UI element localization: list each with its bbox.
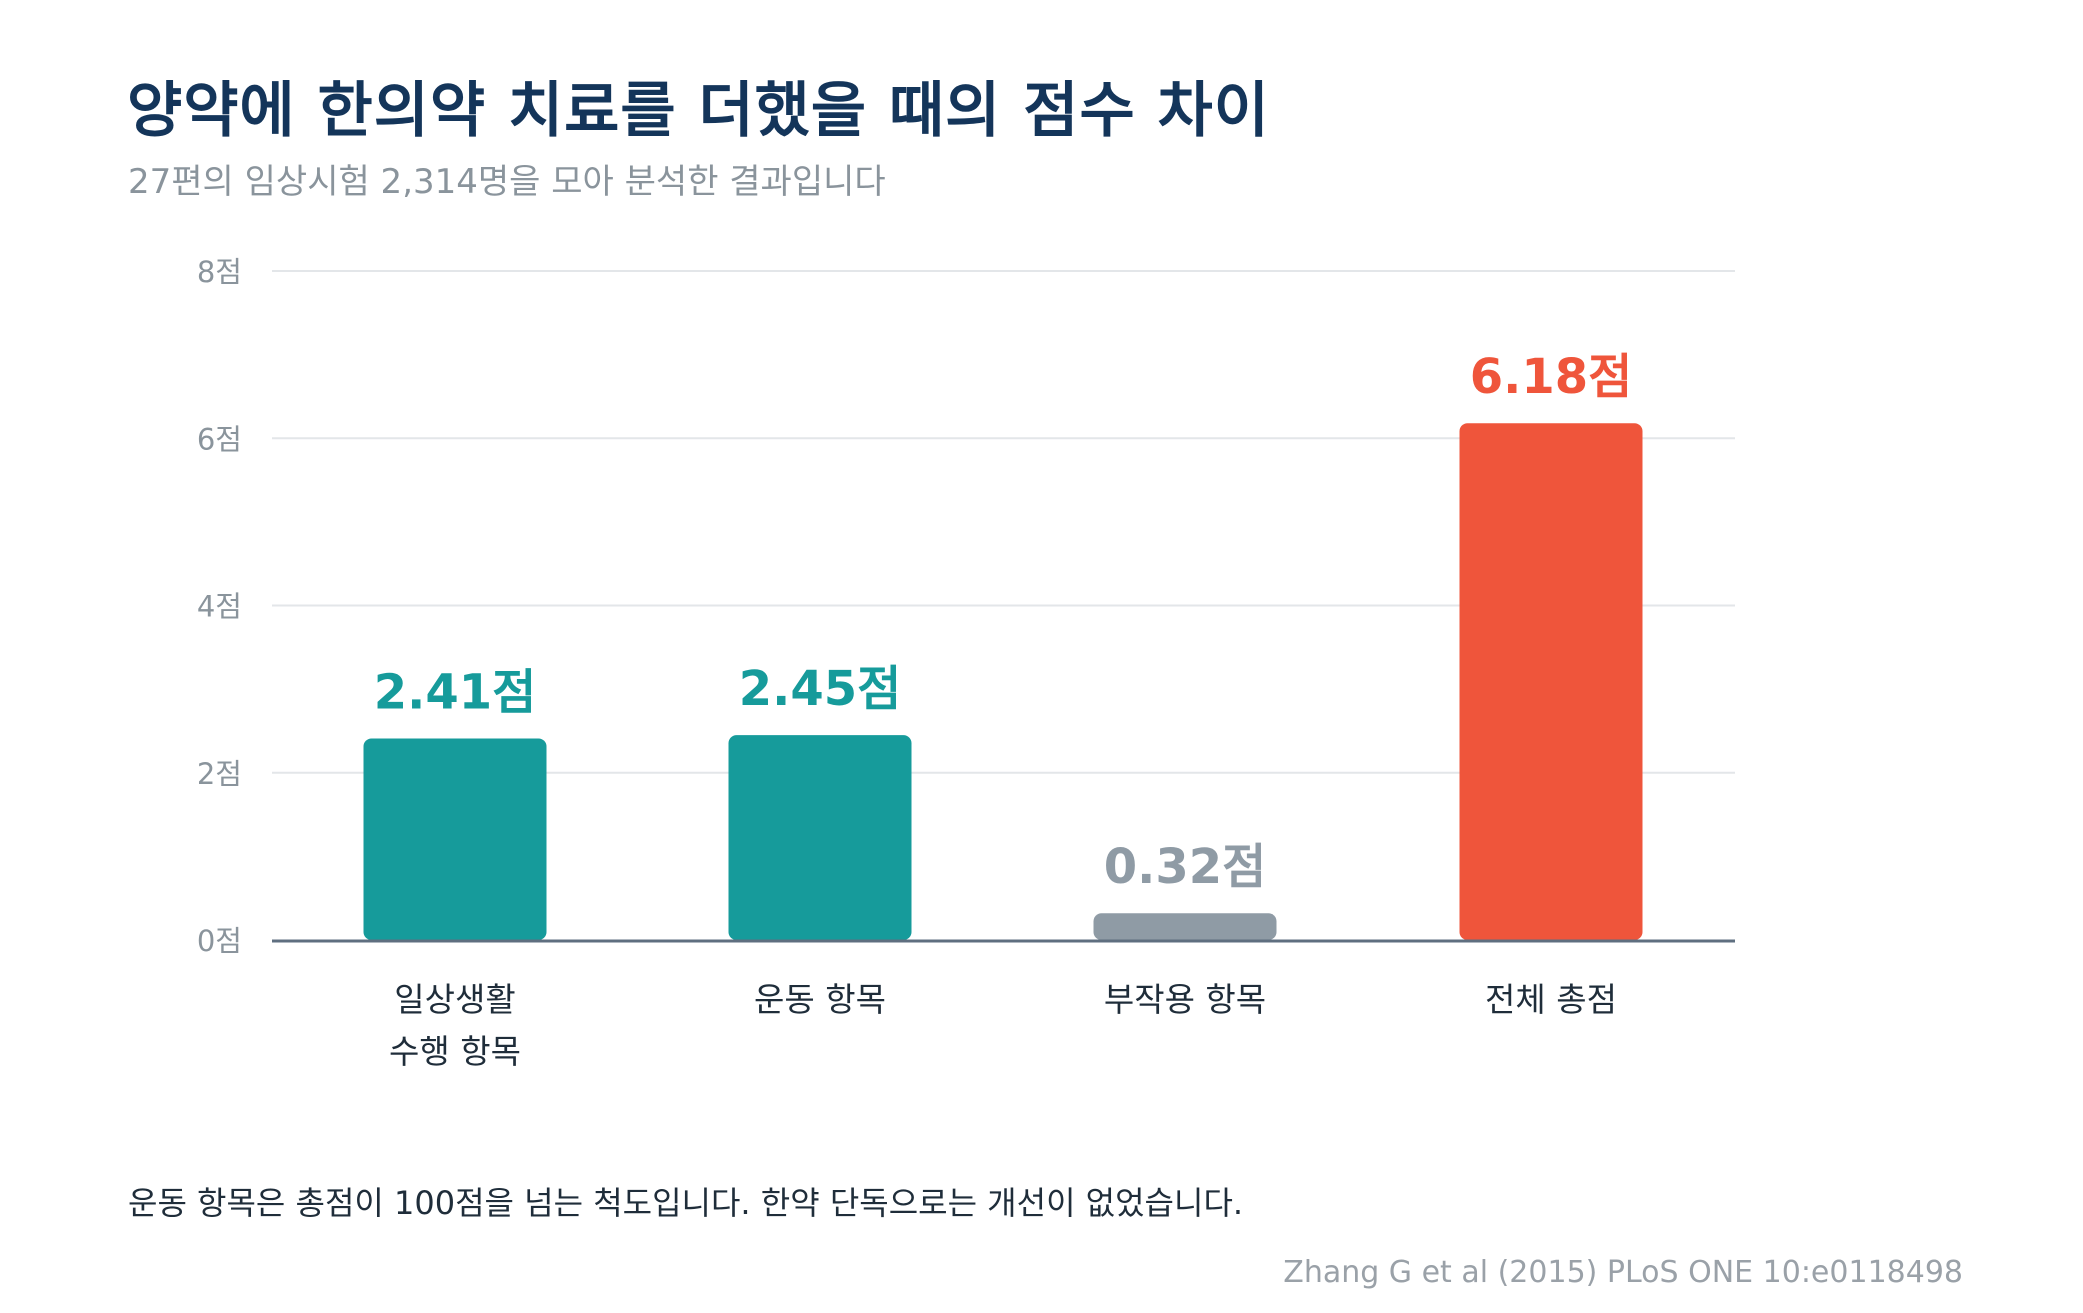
y-tick-label: 6점 [197, 422, 242, 456]
data-label: 6.18점 [1470, 349, 1633, 405]
bar [1459, 423, 1643, 940]
x-tick-label: 부작용 항목 [1104, 980, 1266, 1019]
bar [728, 735, 912, 940]
x-tick-label: 수행 항목 [389, 1032, 521, 1071]
source-citation: Zhang G et al (2015) PLoS ONE 10:e011849… [1283, 1255, 1963, 1290]
x-tick-label: 일상생활 [394, 980, 515, 1019]
footnote: 운동 항목은 총점이 100점을 넘는 척도입니다. 한약 단독으로는 개선이 … [128, 1184, 1244, 1222]
y-tick-label: 4점 [197, 590, 242, 624]
y-tick-label: 0점 [197, 924, 242, 958]
data-label: 2.45점 [739, 661, 902, 717]
y-tick-label: 2점 [197, 757, 242, 791]
chart-subtitle: 27편의 임상시험 2,314명을 모아 분석한 결과입니다 [128, 162, 886, 202]
chart-title: 양약에 한의약 치료를 더했을 때의 점수 차이 [127, 76, 1270, 146]
bar [363, 738, 547, 940]
x-tick-label: 전체 총점 [1485, 980, 1617, 1019]
data-label: 0.32점 [1104, 839, 1267, 895]
data-label: 2.41점 [374, 664, 537, 720]
bar [1093, 913, 1277, 940]
y-tick-label: 8점 [197, 255, 242, 289]
x-tick-label: 운동 항목 [754, 980, 886, 1019]
